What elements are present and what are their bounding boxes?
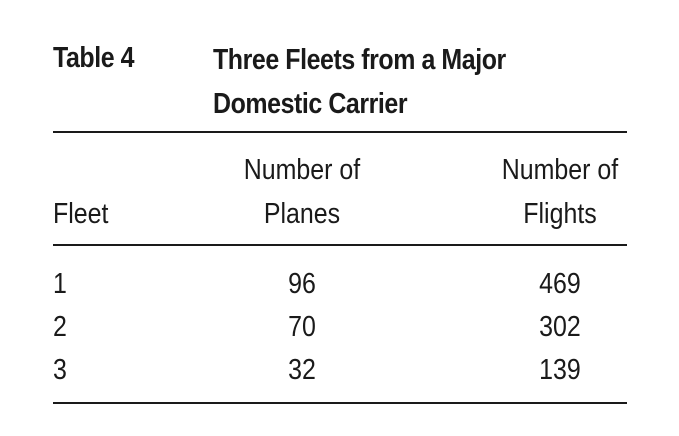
cell-planes: 96 (288, 268, 316, 300)
bottom-rule (53, 402, 627, 404)
cell-fleet: 2 (53, 311, 67, 343)
cell-fleet: 1 (53, 268, 67, 300)
header-flights-line-1: Number of (501, 154, 619, 186)
table-label: Table 4 (53, 42, 135, 74)
header-rule (53, 244, 627, 246)
cell-planes: 32 (288, 354, 316, 386)
table-title-line-1: Three Fleets from a Major (213, 44, 506, 76)
header-planes-line-2: Planes (263, 198, 341, 230)
cell-flights: 302 (539, 311, 581, 343)
top-rule (53, 131, 627, 133)
header-flights-line-2: Flights (523, 198, 597, 230)
header-fleet: Fleet (53, 198, 109, 230)
cell-planes: 70 (288, 311, 316, 343)
cell-flights: 139 (539, 354, 581, 386)
cell-flights: 469 (539, 268, 581, 300)
header-planes-line-1: Number of (243, 154, 361, 186)
table-title-line-2: Domestic Carrier (213, 88, 408, 120)
table-title: Three Fleets from a Major Domestic Carri… (213, 38, 506, 126)
cell-fleet: 3 (53, 354, 67, 386)
